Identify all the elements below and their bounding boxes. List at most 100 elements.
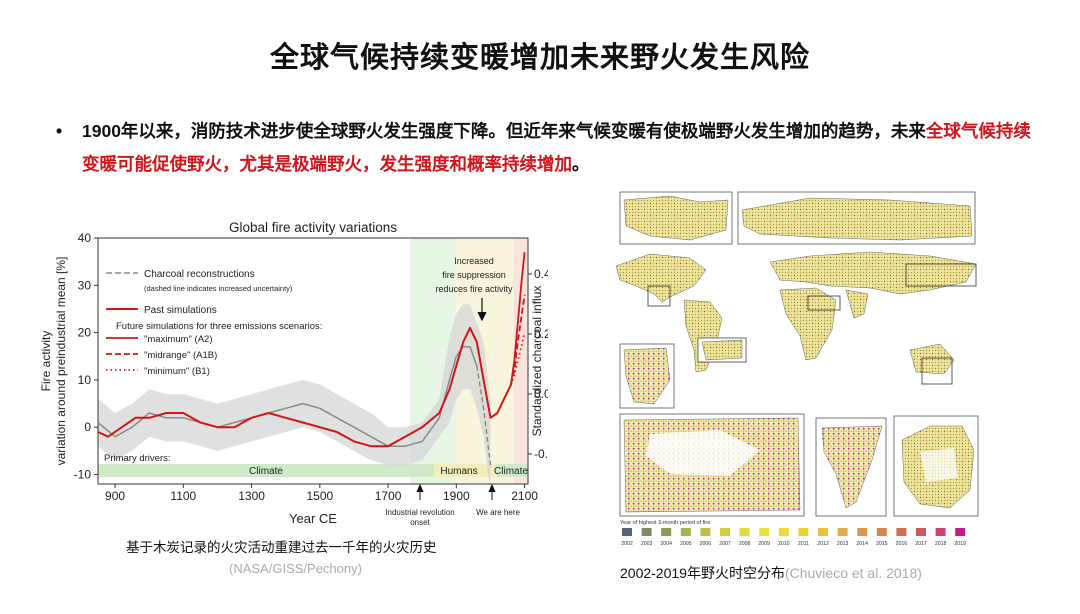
y-tick-label: 40 [78,231,92,245]
annotation-industrial-1: Industrial revolution [385,508,454,517]
bullet-end: 。 [572,154,590,174]
legend-swatch [857,528,868,536]
right-caption-block: 2002-2019年野火时空分布(Chuvieco et al. 2018) [620,563,922,583]
right-caption: 2002-2019年野火时空分布 [620,565,785,581]
right-tick-label: 0.2 [534,327,548,341]
legend-maximum: "maximum" (A2) [144,334,213,345]
legend-swatch [739,528,750,536]
legend-swatch [916,528,926,536]
left-caption: 基于木炭记录的火灾活动重建过去一千年的火灾历史 [126,540,437,555]
legend-midrange: "midrange" (A1B) [144,350,217,361]
inset-north-america [619,191,733,245]
left-source: (NASA/GISS/Pechony) [229,561,362,576]
driver-bar-climate2 [496,464,528,477]
bullet-text: 1900年以来，消防技术进步使全球野火发生强度下降。但近年来气候变暖有使极端野火… [82,121,926,141]
x-axis-label: Year CE [289,511,337,526]
series-maximum [510,252,526,385]
x-tick-label: 900 [105,489,125,503]
legend-year: 2007 [719,541,731,547]
legend-swatch [778,528,789,536]
legend-year: 2016 [896,541,908,547]
fire-activity-chart: 900 1100 1300 1500 1700 1900 2100 -10 0 10 20 30 40… [39,220,548,527]
annotation-here: We are here [476,508,520,517]
legend-swatch [720,528,730,536]
legend-swatch [935,528,946,536]
legend-past: Past simulations [144,305,217,316]
legend-future-header: Future simulations for three emissions s… [116,321,322,332]
legend-year: 2009 [758,541,770,547]
right-axis-label: Standardized charcoal influx [530,286,544,437]
legend-charcoal-note: (dashed line indicates increased uncerta… [144,284,293,293]
legend-swatch [896,528,907,536]
legend-swatch [837,528,848,536]
y-axis-label-line2: variation around preindustrial mean [%] [54,257,68,466]
annotation-suppression-2: fire suppression [442,270,506,280]
legend-year: 2003 [641,541,653,547]
chart-title: Global fire activity variations [229,220,397,235]
inset-central-america [619,343,675,409]
legend-year: 2008 [739,541,751,547]
driver-label: Primary drivers: [104,453,171,464]
page-title: 全球气候持续变暖增加未来野火发生风险 [269,42,810,74]
right-tick-label: 0.4 [534,267,548,281]
wildfire-map-figure: Year of highest 3-month period of fire 2… [615,191,979,547]
y-axis-label-line1: Fire activity [39,331,53,392]
bullet-point: • 1900年以来，消防技术进步使全球野火发生强度下降。但近年来气候变暖有使极端… [56,115,1046,181]
series-charcoal-uncertain [476,365,492,466]
legend-swatch [622,528,632,536]
inset-south-america-north [697,337,747,363]
series-charcoal [97,346,478,447]
legend-year: 2004 [660,541,672,547]
world-map [615,251,977,385]
x-tick-label: 1500 [306,489,333,503]
x-tick-label: 1100 [170,489,196,503]
inset-india [815,417,887,517]
legend-year: 2011 [798,541,809,547]
legend-year: 2017 [915,541,927,547]
legend-swatch [759,528,770,536]
inset-australia [893,415,979,517]
legend-year: 2002 [621,541,633,547]
plot-frame [97,237,529,485]
y-tick-label: -10 [74,468,92,482]
annotation-suppression-3: reduces fire activity [435,284,513,294]
driver-bar-humans [434,464,496,477]
suppression-arrow [477,298,487,322]
x-tick-label: 1300 [238,489,265,503]
y-tick-label: 10 [78,373,92,387]
legend-swatch [700,528,711,536]
y-tick-label: 0 [84,420,91,434]
legend-swatch [876,528,887,536]
legend-swatch [661,528,672,536]
right-tick-label: -0.2 [534,447,548,461]
here-arrow [488,483,496,500]
x-tick-label: 1900 [443,489,470,503]
series-midrange [510,294,526,385]
annotation-suppression-1: Increased [454,256,494,266]
legend-year: 2019 [954,541,966,547]
legend-swatch [798,528,809,536]
series-past-simulations [97,326,512,448]
x-tick-label: 2100 [511,489,538,503]
legend-minimum: "minimum" (B1) [144,366,210,377]
bullet-highlight: 全球气候持续变暖可能促使野火，尤其是极端野火，发生强度和概率持续增加 [82,121,1031,174]
legend-swatch [641,528,652,536]
legend-year: 2015 [876,541,888,547]
legend-year: 2012 [817,541,829,547]
inset-eurasia [737,191,976,245]
driver-climate: Climate [249,466,283,477]
right-tick-label: 0.0 [534,387,548,401]
y-tick-label: 20 [78,326,92,340]
map-legend-title: Year of highest 3-month period of fire [620,520,710,526]
x-tick-label: 1700 [375,489,402,503]
legend-swatch [955,528,966,536]
legend-year: 2014 [856,541,868,547]
driver-humans: Humans [440,466,477,477]
legend-year: 2006 [700,541,712,547]
annotation-industrial-2: onset [410,518,430,527]
plot-band-future [514,238,528,484]
industrial-arrow [416,483,424,500]
legend-year: 2005 [680,541,692,547]
inset-amazon [619,413,805,517]
legend-swatch [680,528,691,536]
